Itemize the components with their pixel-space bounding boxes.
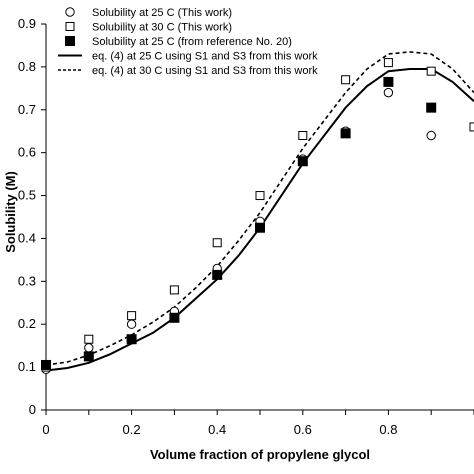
axes: 0 0.1 0.2 0.3 0.4 0.5 0.6 0.7 0.8 0.9 0 0.2 0.4 0.6 0.… (18, 16, 474, 437)
x-tick-label: 0 (42, 422, 49, 437)
legend-label: Solubility at 25 C (from reference No. 2… (92, 36, 292, 48)
y-tick-label: 0.2 (18, 316, 36, 331)
legend-marker (65, 7, 75, 17)
data-point-filled-square (255, 222, 265, 233)
data-point-filled-square (383, 76, 394, 87)
y-tick-label: 0.9 (18, 16, 36, 31)
data-point-open-circle (426, 130, 436, 141)
data-point-open-square (383, 58, 393, 68)
legend: Solubility at 25 C (This work) Solubility… (58, 7, 318, 77)
curve-30c (45, 51, 474, 366)
data-point-open-square (469, 122, 474, 132)
data-point-filled-square (340, 128, 351, 139)
y-tick-label: 0.1 (18, 359, 36, 374)
y-axis-title: Solubility (M) (3, 171, 18, 253)
data-point-open-square (255, 191, 265, 201)
data-point-filled-square (212, 269, 223, 280)
data-point-filled-square (169, 312, 180, 323)
y-tick-label: 0.3 (18, 273, 36, 288)
legend-label: Solubility at 30 C (This work) (92, 22, 232, 34)
x-axis-title: Volume fraction of propylene glycol (150, 447, 370, 462)
data-point-open-square (212, 238, 222, 248)
legend-marker (65, 36, 75, 46)
data-point-filled-square (297, 156, 308, 167)
y-tick-label: 0.4 (18, 230, 36, 245)
data-point-open-circle (126, 319, 137, 329)
data-point-open-square (341, 75, 351, 85)
data-point-open-square (298, 131, 308, 141)
legend-marker (65, 22, 75, 31)
data-point-open-square (169, 285, 179, 295)
data-point-open-square (84, 334, 94, 344)
legend-label: eq. (4) at 30 C using S1 and S3 from thi… (92, 65, 318, 77)
data-point-filled-square (83, 351, 94, 362)
x-tick-label: 0.2 (123, 422, 141, 437)
data-point-open-circle (84, 343, 94, 353)
y-tick-label: 0.8 (18, 59, 36, 74)
data-point-open-square (127, 311, 137, 321)
data-point-filled-square (41, 359, 51, 370)
y-tick-label: 0 (29, 402, 36, 417)
data-point-open-square (426, 66, 436, 76)
x-tick-label: 0.8 (379, 422, 397, 437)
data-point-filled-square (426, 102, 437, 113)
x-tick-label: 0.4 (208, 422, 226, 437)
data-point-open-circle (383, 87, 394, 98)
data-point-filled-square (126, 334, 137, 345)
legend-label: eq. (4) at 25 C using S1 and S3 from thi… (92, 51, 318, 63)
y-tick-label: 0.5 (18, 188, 36, 203)
y-tick-label: 0.6 (18, 145, 36, 160)
y-tick-label: 0.7 (18, 102, 36, 117)
data-points (41, 58, 474, 374)
model-curves (45, 51, 474, 372)
legend-label: Solubility at 25 C (This work) (92, 7, 232, 19)
x-tick-label: 0.6 (294, 422, 312, 437)
